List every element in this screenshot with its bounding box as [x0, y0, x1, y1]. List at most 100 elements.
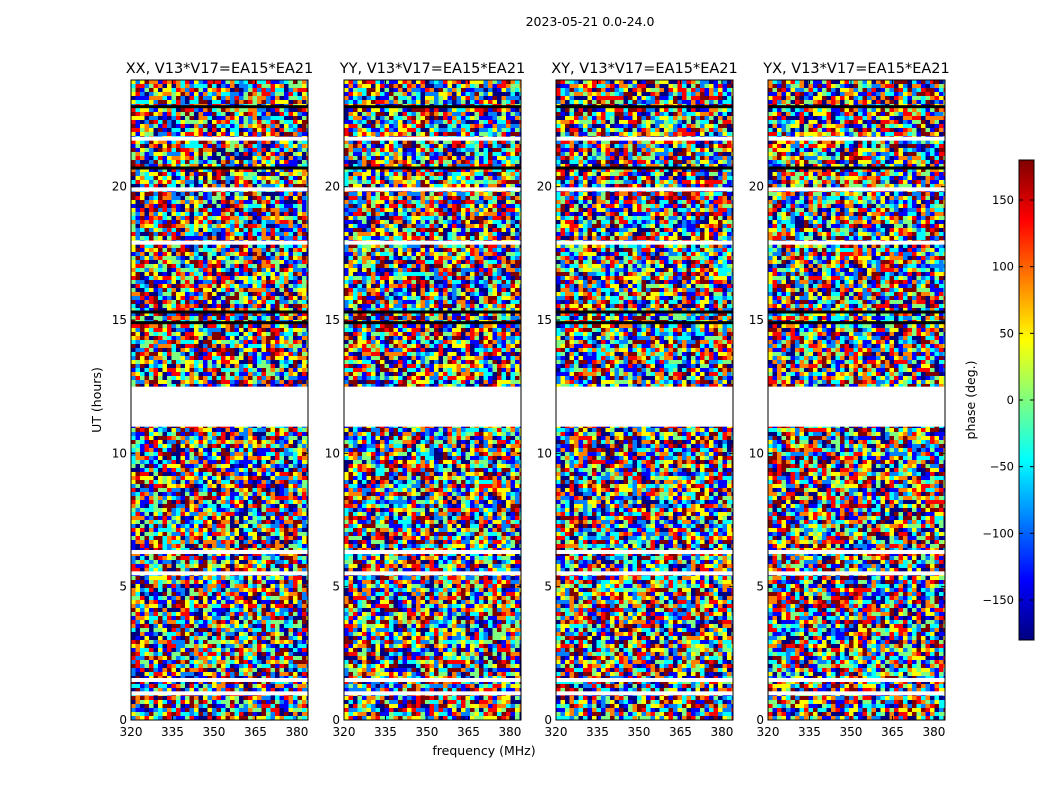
- flag-line: [131, 105, 308, 109]
- flag-band: [768, 187, 945, 192]
- x-tick-label: 365: [457, 725, 480, 739]
- x-tick-label: 335: [586, 725, 609, 739]
- x-axis-label: frequency (MHz): [432, 743, 535, 758]
- panel-1: YY, V13*V17=EA15*EA21 320 335 350 365 380 0 5 10…: [325, 61, 525, 739]
- flag-band: [344, 678, 521, 682]
- flag-line: [556, 105, 733, 109]
- y-tick-label: 20: [325, 180, 340, 194]
- panel-frame: [555, 79, 734, 721]
- flag-band: [344, 187, 521, 192]
- panel-title: XY, V13*V17=EA15*EA21: [551, 61, 737, 77]
- colorbar-tick-label: −100: [982, 526, 1014, 540]
- data-gap: [768, 386, 945, 427]
- colorbar-tick-label: 50: [999, 326, 1014, 340]
- flag-band: [131, 187, 308, 192]
- x-tick-label: 335: [161, 725, 184, 739]
- flag-line: [344, 321, 521, 325]
- flag-band: [556, 691, 733, 696]
- flag-line: [344, 105, 521, 109]
- x-tick-label: 335: [374, 725, 397, 739]
- x-tick-label: 380: [710, 725, 733, 739]
- flag-band: [131, 136, 308, 141]
- panel-frame: [130, 79, 309, 721]
- x-tick-label: 335: [798, 725, 821, 739]
- x-tick-label: 365: [881, 725, 904, 739]
- y-tick-label: 15: [749, 313, 764, 327]
- flag-band: [768, 678, 945, 682]
- y-tick-label: 5: [544, 580, 552, 594]
- x-tick-label: 320: [545, 725, 568, 739]
- colorbar-tick-label: 0: [1007, 393, 1014, 407]
- x-tick-label: 320: [333, 725, 356, 739]
- flag-band: [768, 550, 945, 554]
- y-tick-label: 15: [112, 313, 127, 327]
- y-tick-label: 15: [537, 313, 552, 327]
- x-tick-label: 350: [203, 725, 226, 739]
- panel-0: XX, V13*V17=EA15*EA21 320 335 350 365 380 0 5 10…: [112, 61, 314, 739]
- flag-band: [344, 691, 521, 696]
- flag-band: [556, 678, 733, 682]
- y-tick-label: 10: [537, 446, 552, 460]
- flag-band: [556, 571, 733, 576]
- data-gap: [344, 386, 521, 427]
- flag-band: [344, 571, 521, 576]
- y-tick-label: 10: [749, 446, 764, 460]
- y-tick-label: 0: [332, 713, 340, 727]
- flag-band: [131, 678, 308, 682]
- y-tick-label: 5: [119, 580, 127, 594]
- flag-line: [131, 321, 308, 325]
- flag-band: [556, 240, 733, 245]
- flag-line: [768, 310, 945, 314]
- flag-band: [131, 240, 308, 245]
- panel-title: YX, V13*V17=EA15*EA21: [762, 61, 949, 77]
- flag-line: [344, 166, 521, 170]
- flag-band: [556, 550, 733, 554]
- colorbar-tick-label: 150: [992, 193, 1014, 207]
- flag-band: [556, 187, 733, 192]
- x-tick-label: 380: [922, 725, 945, 739]
- panel-frame: [343, 79, 522, 721]
- data-gap: [131, 386, 308, 427]
- x-tick-label: 380: [285, 725, 308, 739]
- x-tick-label: 320: [120, 725, 143, 739]
- x-tick-label: 350: [840, 725, 863, 739]
- flag-band: [131, 550, 308, 554]
- x-tick-label: 350: [416, 725, 439, 739]
- flag-line: [556, 321, 733, 325]
- y-tick-label: 10: [112, 446, 127, 460]
- x-tick-label: 380: [498, 725, 521, 739]
- data-gap: [556, 386, 733, 427]
- x-tick-label: 365: [669, 725, 692, 739]
- y-tick-label: 15: [325, 313, 340, 327]
- y-tick-label: 5: [756, 580, 764, 594]
- flag-line: [131, 310, 308, 314]
- y-tick-label: 20: [749, 180, 764, 194]
- colorbar-tick-label: −150: [982, 593, 1014, 607]
- x-tick-label: 350: [628, 725, 651, 739]
- flag-band: [344, 136, 521, 141]
- panel-title: YY, V13*V17=EA15*EA21: [339, 61, 525, 77]
- y-axis-label: UT (hours): [89, 367, 104, 433]
- flag-line: [344, 310, 521, 314]
- flag-band: [768, 240, 945, 245]
- flag-line: [768, 166, 945, 170]
- panel-title: XX, V13*V17=EA15*EA21: [126, 61, 314, 77]
- x-tick-label: 320: [757, 725, 780, 739]
- panels: XX, V13*V17=EA15*EA21 320 335 350 365 380 0 5 10…: [112, 61, 950, 739]
- y-tick-label: 0: [544, 713, 552, 727]
- flag-band: [344, 240, 521, 245]
- y-tick-label: 0: [756, 713, 764, 727]
- y-tick-label: 20: [112, 180, 127, 194]
- figure-suptitle: 2023-05-21 0.0-24.0: [526, 14, 655, 29]
- panel-3: YX, V13*V17=EA15*EA21 320 335 350 365 380 0 5 10…: [749, 61, 950, 739]
- colorbar: 150 100 50 0 −50 −100 −150 phase (deg.): [963, 159, 1035, 641]
- y-tick-label: 10: [325, 446, 340, 460]
- flag-line: [768, 105, 945, 109]
- flag-band: [768, 571, 945, 576]
- flag-band: [131, 691, 308, 696]
- flag-band: [556, 136, 733, 141]
- colorbar-tick-label: −50: [990, 460, 1014, 474]
- y-tick-label: 5: [332, 580, 340, 594]
- panel-frame: [767, 79, 946, 721]
